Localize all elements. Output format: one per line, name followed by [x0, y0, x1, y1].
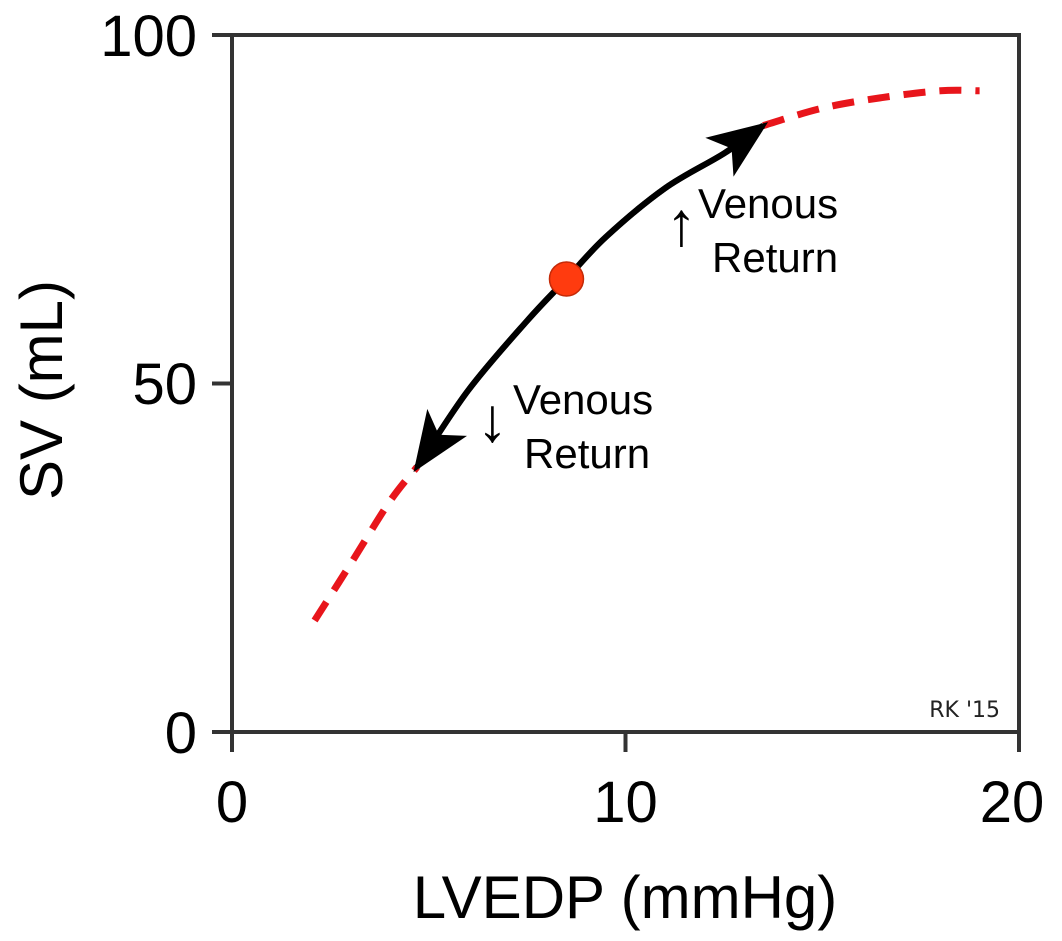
y-tick-label-100: 100 [100, 4, 197, 69]
annotation-up-line1: Venous [698, 180, 838, 227]
x-axis-title: LVEDP (mmHg) [413, 864, 838, 931]
increase-arrow [564, 122, 769, 281]
y-tick-label-0: 0 [165, 701, 197, 766]
series-line-lower-dashed [311, 464, 420, 623]
annotation-down-line2: Return [524, 430, 650, 477]
author-credit: RK '15 [929, 698, 1000, 723]
annotation-down-arrow-glyph: ↓ [477, 386, 508, 455]
y-tick-label-50: 50 [132, 352, 197, 417]
operating-point-marker [548, 261, 585, 297]
y-axis-title: SV (mL) [8, 280, 75, 500]
annotation-up-line2: Return [712, 234, 838, 281]
x-tick-label-0: 0 [216, 770, 248, 835]
annotation-up-arrow-glyph: ↑ [666, 190, 697, 259]
series-line-upper-dashed [762, 86, 980, 129]
annotation-down-line1: Venous [513, 376, 653, 423]
decrease-arrow [413, 276, 569, 473]
x-tick-label-10: 10 [593, 770, 658, 835]
x-tick-label-20: 20 [980, 770, 1045, 835]
